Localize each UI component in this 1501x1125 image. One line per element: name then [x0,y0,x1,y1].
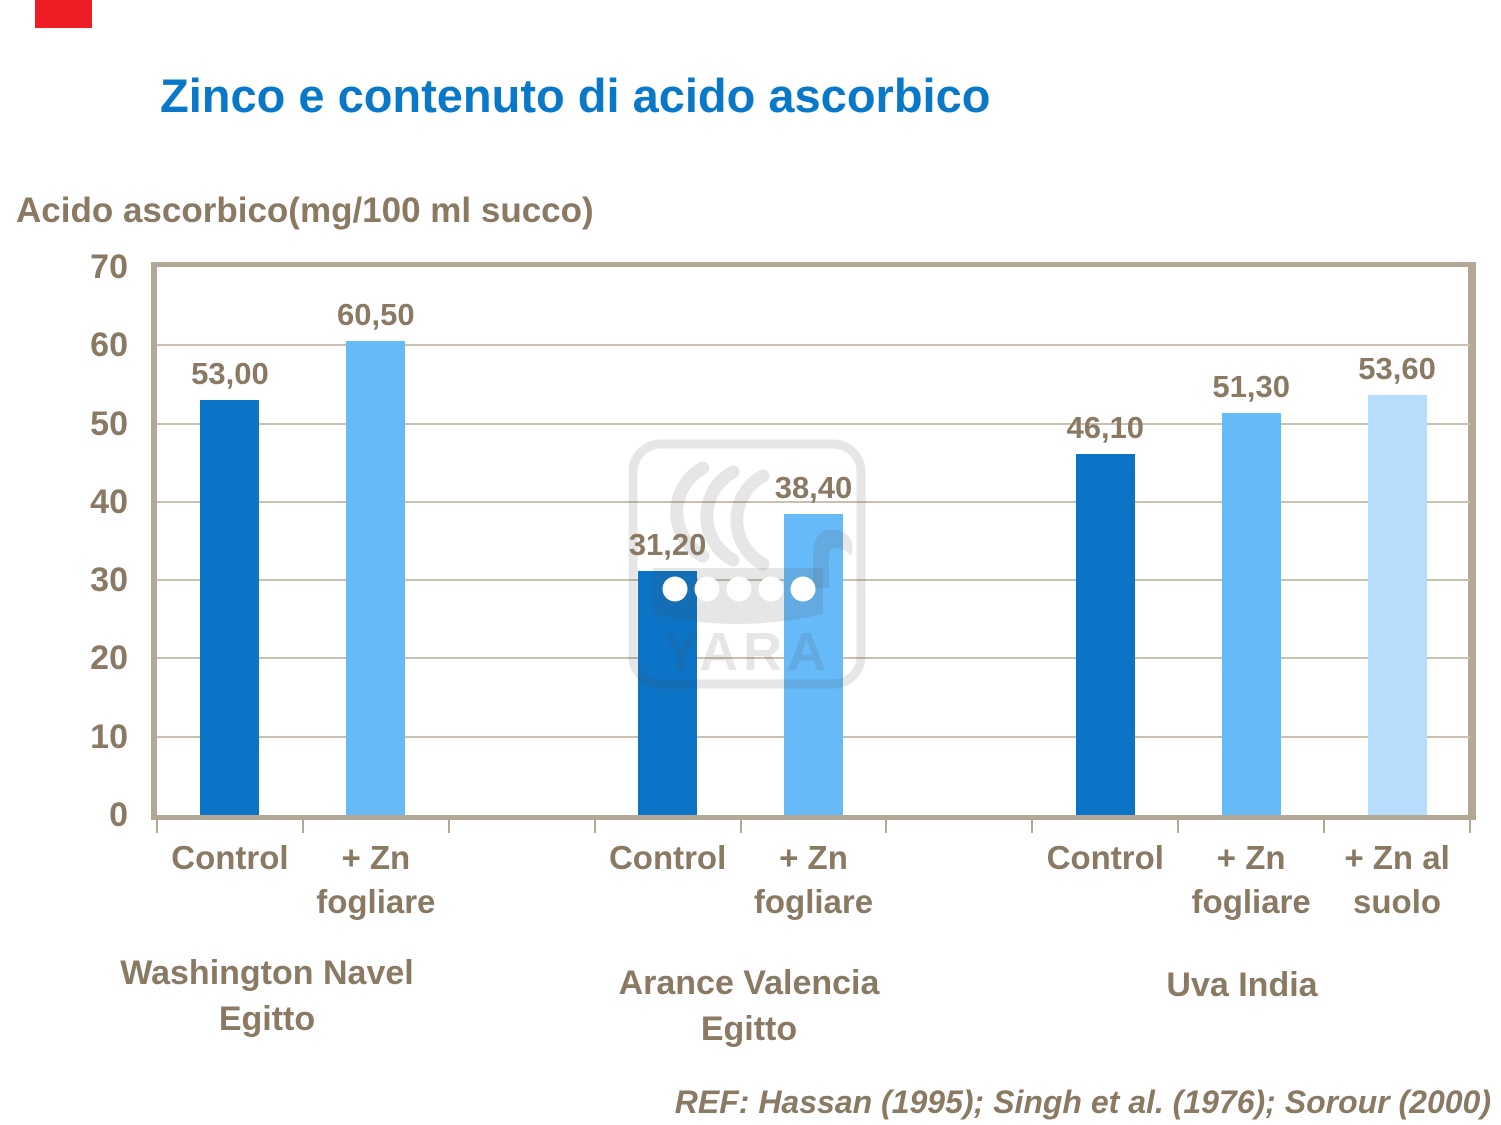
bar-value-label: 60,50 [337,297,415,333]
chart-title: Zinco e contenuto di acido ascorbico [160,69,991,122]
category-label-line: fogliare [316,883,436,920]
bar-value-label: 51,30 [1212,369,1290,405]
bar [1367,395,1427,815]
category-label: + Zn fogliare [734,836,894,924]
bar [1221,413,1281,815]
category-label-line: suolo [1353,883,1442,920]
y-tick-label: 0 [109,796,128,834]
category-label-line: + Zn al [1344,839,1450,876]
category-label-line: Control [1046,839,1164,876]
group-label: Washington Navel Egitto [37,950,497,1042]
group-label: Arance Valencia Egitto [519,960,979,1052]
y-tick-label: 50 [90,404,128,443]
category-label-line: + Zn [341,839,411,876]
x-axis-tick [739,820,742,833]
y-tick-label: 20 [90,639,128,678]
x-axis-tick [1323,820,1326,833]
gridline [157,500,1470,503]
x-axis-tick [1469,820,1471,833]
x-axis-tick [156,820,158,833]
x-axis-tick [1177,820,1180,833]
bar-value-label: 31,20 [628,526,707,562]
y-axis-title: Acido ascorbico(mg/100 ml succo) [16,191,594,230]
bar-value-label: 53,00 [191,356,269,392]
category-label: Control [1025,836,1185,880]
x-axis-tick [301,820,304,833]
y-tick-label: 70 [90,248,128,286]
group-label: Uva India [1012,962,1472,1008]
bar-value-label: 38,40 [774,470,853,506]
bar [1075,454,1135,815]
red-corner-mark [35,0,92,28]
gridline [157,422,1470,425]
group-label-line: Arance Valencia [618,964,880,1002]
group-label-line: Uva India [1166,966,1318,1004]
category-label: + Zn al suolo [1317,836,1477,924]
x-axis-tick [593,820,596,833]
group-label-line: Egitto [700,1010,798,1048]
bar [200,400,260,815]
y-tick-label: 30 [90,561,128,600]
category-label-line: Control [171,839,289,876]
category-label-line: fogliare [753,883,874,920]
x-axis-tick [885,820,888,833]
bar [346,341,406,815]
x-axis-tick [447,820,450,833]
category-label: Control [588,836,748,880]
reference-text: REF: Hassan (1995); Singh et al. (1976);… [674,1084,1491,1120]
bar [638,570,698,815]
category-label: + Zn fogliare [1171,836,1331,924]
category-label-line: Control [608,839,727,876]
y-tick-label: 40 [90,482,128,521]
bar-value-label: 46,10 [1066,410,1145,446]
plot-area-frame [151,262,1476,820]
y-tick-label: 60 [90,326,128,365]
category-label-line: fogliare [1191,883,1311,920]
group-label-line: Egitto [218,1000,316,1038]
bar [784,514,843,815]
category-label: Control [150,836,310,880]
category-label: + Zn fogliare [296,836,456,924]
gridline [157,344,1470,347]
y-tick-label: 10 [90,717,128,756]
bar-value-label: 53,60 [1358,351,1436,387]
group-label-line: Washington Navel [120,954,414,992]
category-label-line: + Zn [779,839,848,876]
category-label-line: + Zn [1216,839,1286,876]
x-axis-tick [1031,820,1034,833]
